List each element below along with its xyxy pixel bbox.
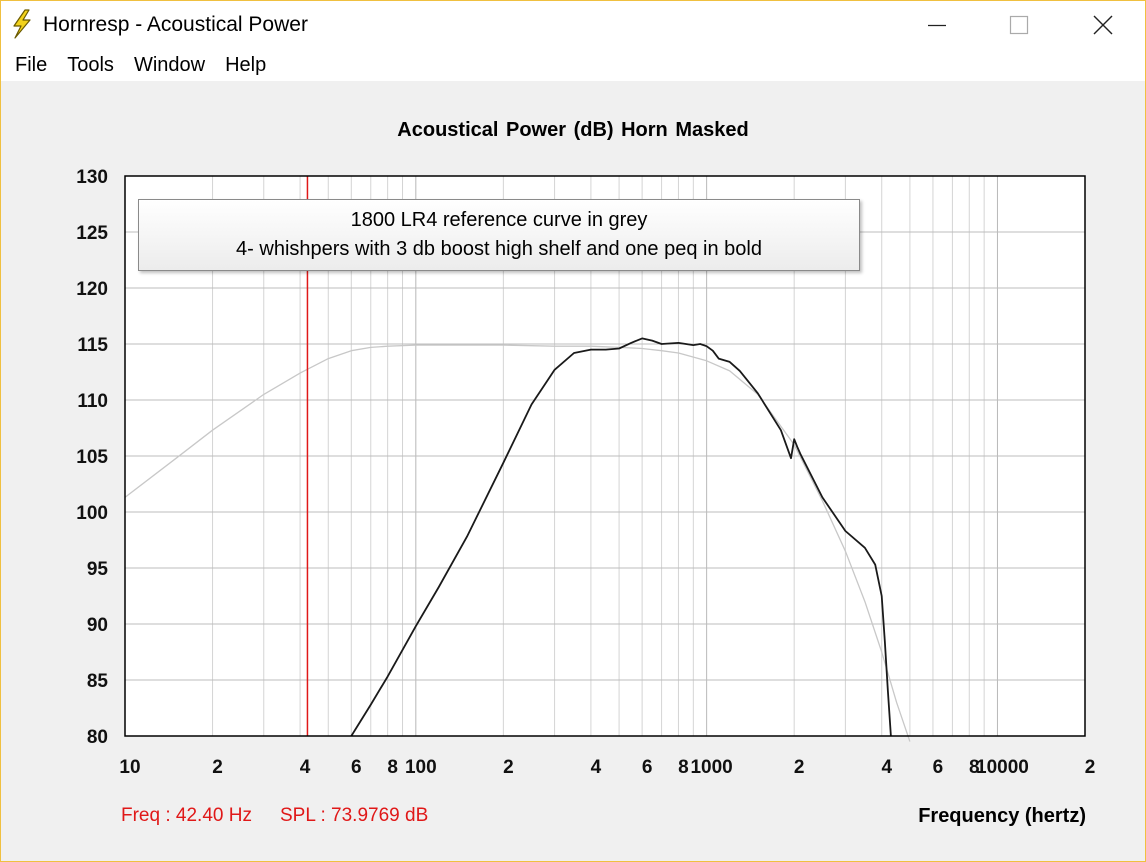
y-tick-label: 110 (77, 391, 108, 412)
x-tick-label: 10000 (976, 757, 1029, 778)
freq-readout: Freq : 42.40 Hz (121, 805, 252, 826)
x-tick-label: 6 (642, 757, 653, 778)
x-tick-label: 2 (212, 757, 223, 778)
y-tick-label: 125 (76, 223, 108, 244)
y-tick-label: 90 (87, 615, 108, 636)
close-icon (1093, 15, 1113, 35)
x-tick-label: 4 (300, 757, 311, 778)
x-tick-label: 100 (405, 757, 437, 778)
title-bar[interactable]: Hornresp - Acoustical Power (1, 1, 1145, 49)
x-axis-label: Frequency (hertz) (918, 805, 1086, 827)
y-tick-label: 95 (87, 559, 109, 580)
x-tick-label: 8 (678, 757, 689, 778)
minimize-button[interactable] (897, 1, 977, 49)
menu-help[interactable]: Help (225, 53, 267, 76)
y-tick-label: 80 (87, 727, 108, 748)
menu-bar: File Tools Window Help (1, 49, 1145, 81)
x-tick-label: 4 (881, 757, 892, 778)
y-tick-label: 100 (76, 503, 108, 524)
bold-series-line (350, 337, 892, 737)
x-tick-label: 1000 (690, 757, 732, 778)
y-tick-label: 120 (76, 279, 108, 300)
chart-area[interactable]: 80 85 90 95 100 105 110 115 120 125 130 10 2 4 6 8 100 2 4… (2, 81, 1144, 861)
annotation-line-1: 1800 LR4 reference curve in grey (350, 209, 648, 231)
spl-readout: SPL : 73.9769 dB (280, 805, 429, 826)
y-tick-label: 130 (76, 167, 108, 188)
close-button[interactable] (1063, 1, 1143, 49)
minimize-icon (928, 24, 946, 27)
x-tick-label: 6 (933, 757, 944, 778)
chart-title: Acoustical Power (dB) Horn Masked (397, 119, 749, 141)
x-tick-label: 6 (351, 757, 362, 778)
lightning-bolt-icon (13, 9, 31, 39)
annotation-box: 1800 LR4 reference curve in grey 4- whis… (138, 199, 860, 271)
x-tick-label: 2 (794, 757, 805, 778)
x-tick-label: 10 (119, 757, 140, 778)
menu-file[interactable]: File (15, 53, 48, 76)
y-tick-label: 105 (76, 447, 108, 468)
reference-series-line (124, 344, 911, 742)
annotation-line-2: 4- whishpers with 3 db boost high shelf … (236, 238, 762, 260)
plot-frame (124, 175, 1086, 737)
maximize-icon (1009, 15, 1029, 35)
window-title: Hornresp - Acoustical Power (43, 13, 308, 36)
menu-window[interactable]: Window (133, 53, 206, 76)
maximize-button[interactable] (979, 1, 1059, 49)
x-tick-label: 2 (1085, 757, 1096, 778)
x-tick-label: 4 (591, 757, 602, 778)
y-tick-label: 115 (77, 335, 108, 356)
x-tick-label: 2 (503, 757, 514, 778)
x-tick-label: 8 (387, 757, 398, 778)
y-tick-label: 85 (87, 671, 109, 692)
acoustical-power-chart[interactable]: 80 85 90 95 100 105 110 115 120 125 130 10 2 4 6 8 100 2 4… (2, 81, 1144, 861)
menu-tools[interactable]: Tools (67, 53, 114, 76)
x-tick-label: 8 (969, 757, 980, 778)
